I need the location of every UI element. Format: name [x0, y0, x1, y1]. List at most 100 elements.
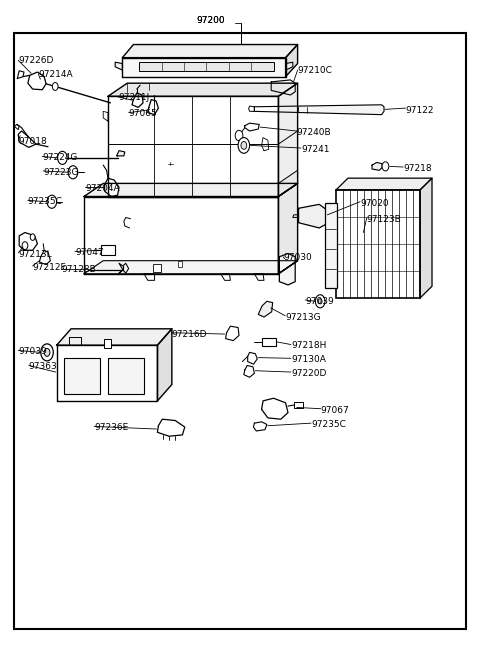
Text: 97204A: 97204A	[85, 184, 120, 193]
Polygon shape	[244, 365, 254, 377]
Bar	[104, 339, 111, 348]
Circle shape	[238, 138, 250, 153]
Polygon shape	[84, 183, 298, 196]
Polygon shape	[248, 352, 257, 364]
Text: 97212F: 97212F	[33, 263, 66, 272]
Circle shape	[318, 299, 322, 304]
Text: 97214A: 97214A	[38, 69, 73, 79]
Circle shape	[52, 83, 58, 90]
Polygon shape	[299, 204, 326, 228]
Bar	[336, 190, 420, 298]
Polygon shape	[18, 131, 36, 147]
Text: 97218H: 97218H	[291, 341, 326, 350]
Polygon shape	[122, 45, 298, 58]
Circle shape	[41, 344, 53, 361]
Polygon shape	[258, 301, 273, 317]
Bar	[153, 264, 161, 272]
Polygon shape	[28, 72, 46, 90]
Circle shape	[58, 151, 67, 164]
Polygon shape	[254, 105, 384, 115]
Bar	[139, 62, 274, 71]
Circle shape	[47, 195, 57, 208]
Polygon shape	[57, 345, 157, 401]
Polygon shape	[119, 263, 129, 273]
Text: 97030: 97030	[283, 253, 312, 262]
Polygon shape	[39, 250, 50, 265]
Text: 97211J: 97211J	[118, 93, 149, 102]
Text: 97213L: 97213L	[18, 250, 52, 259]
Circle shape	[22, 242, 28, 250]
Polygon shape	[278, 183, 298, 274]
Polygon shape	[57, 329, 172, 345]
Text: 97220D: 97220D	[291, 369, 326, 378]
Polygon shape	[115, 62, 122, 70]
Text: 97200: 97200	[196, 16, 225, 26]
Bar	[325, 203, 337, 288]
Polygon shape	[108, 83, 298, 96]
Polygon shape	[122, 58, 286, 77]
Polygon shape	[286, 45, 298, 77]
Text: 97236E: 97236E	[94, 423, 128, 432]
Text: 97122: 97122	[406, 105, 434, 115]
Polygon shape	[372, 162, 382, 170]
Text: 97039: 97039	[18, 347, 47, 356]
Polygon shape	[148, 100, 158, 115]
Polygon shape	[286, 62, 293, 70]
Text: 97240B: 97240B	[297, 128, 331, 138]
Text: 97235C: 97235C	[311, 420, 346, 429]
Polygon shape	[157, 329, 172, 401]
Polygon shape	[279, 253, 295, 285]
Text: 97235C: 97235C	[28, 197, 63, 206]
Circle shape	[30, 234, 35, 240]
Text: 97223G: 97223G	[43, 168, 79, 177]
Polygon shape	[157, 419, 185, 436]
Bar	[64, 358, 100, 394]
Text: 97218: 97218	[403, 164, 432, 174]
Polygon shape	[336, 178, 432, 190]
Polygon shape	[84, 261, 298, 274]
Text: 97216D: 97216D	[172, 329, 207, 339]
Text: 97047: 97047	[75, 248, 104, 257]
Text: 97210C: 97210C	[298, 66, 333, 75]
Text: 97018: 97018	[18, 137, 47, 146]
Polygon shape	[84, 196, 278, 274]
Polygon shape	[245, 123, 259, 131]
Text: 97226D: 97226D	[18, 56, 54, 65]
Polygon shape	[226, 326, 239, 341]
Circle shape	[235, 130, 243, 141]
Bar	[262, 338, 276, 346]
Polygon shape	[117, 151, 125, 156]
Text: 97128B: 97128B	[61, 265, 96, 274]
Circle shape	[44, 348, 50, 356]
Polygon shape	[336, 231, 362, 249]
Bar	[108, 358, 144, 394]
Bar	[178, 261, 182, 267]
Polygon shape	[17, 71, 24, 79]
Bar	[294, 402, 303, 408]
Bar	[101, 245, 115, 255]
Text: 97213G: 97213G	[285, 312, 321, 322]
Polygon shape	[278, 170, 298, 196]
Text: 97065: 97065	[129, 109, 157, 119]
Circle shape	[68, 166, 78, 179]
Polygon shape	[105, 178, 119, 196]
Text: 97241: 97241	[301, 145, 329, 154]
Polygon shape	[262, 398, 288, 419]
Text: 97123B: 97123B	[367, 215, 401, 224]
Text: 97039: 97039	[305, 297, 334, 306]
Text: 97020: 97020	[360, 198, 389, 208]
Text: 97224G: 97224G	[42, 153, 78, 162]
Polygon shape	[19, 233, 37, 250]
Polygon shape	[108, 96, 278, 196]
Text: 97130A: 97130A	[291, 355, 326, 364]
Circle shape	[241, 141, 247, 149]
Circle shape	[382, 162, 389, 171]
Text: 97363: 97363	[29, 362, 58, 371]
Polygon shape	[271, 80, 295, 95]
Circle shape	[315, 295, 325, 308]
Text: 97200: 97200	[196, 16, 225, 26]
Polygon shape	[132, 93, 143, 107]
Polygon shape	[253, 422, 267, 431]
Polygon shape	[420, 178, 432, 298]
Polygon shape	[278, 83, 298, 196]
